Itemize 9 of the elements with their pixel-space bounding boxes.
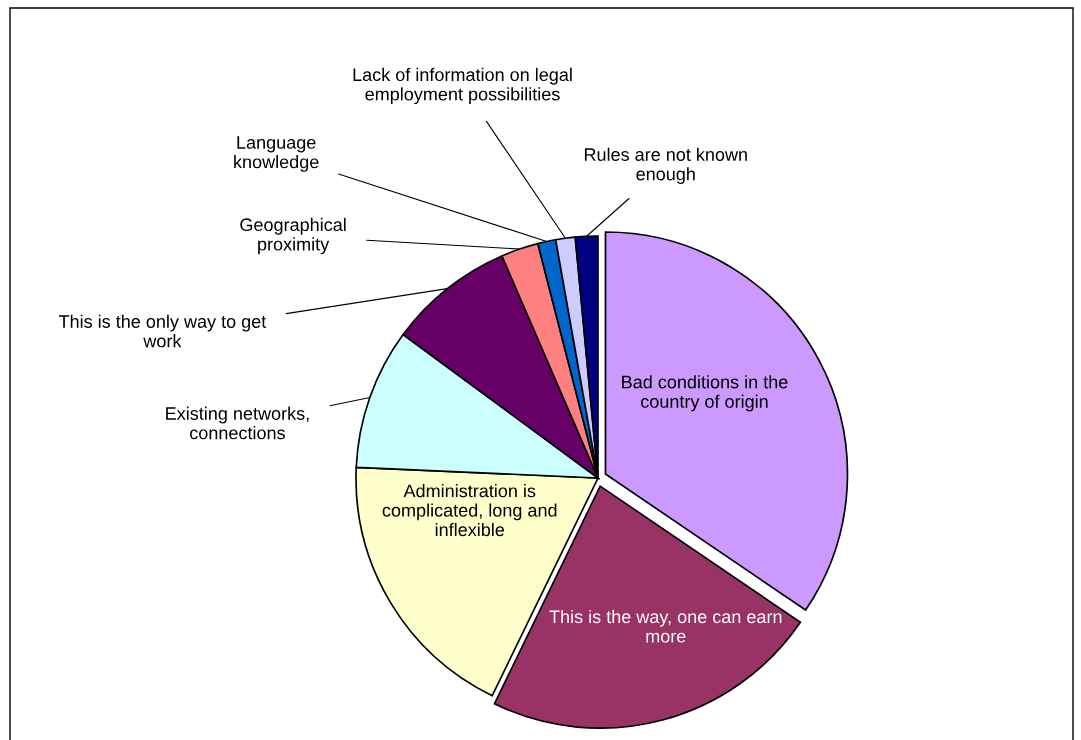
slice-label: Administration is complicated, long and inflexible: [382, 484, 557, 537]
slice-label: Lack of information on legal employment possibilities: [353, 67, 572, 105]
slice-label: Existing networks, connections: [166, 406, 309, 440]
slice-label: This is the only way to get work: [58, 314, 267, 348]
slice-label: This is the way, one can earn more: [549, 609, 782, 643]
slice-label: Geographical proximity: [240, 217, 346, 255]
slice-label: Language knowledge: [234, 136, 319, 172]
slice-label: Rules are not known enough: [584, 147, 747, 184]
slice-label: Bad conditions in the country of origin: [622, 375, 788, 412]
